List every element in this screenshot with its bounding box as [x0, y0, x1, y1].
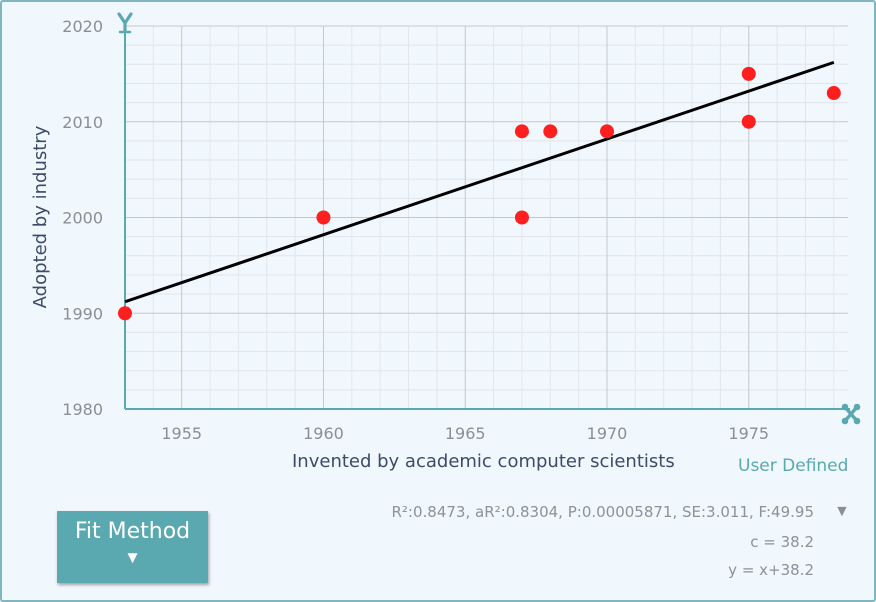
- y-tick-label: 1980: [62, 400, 103, 419]
- data-point: [316, 210, 331, 225]
- fit-method-button[interactable]: Fit Method ▼: [57, 511, 208, 583]
- x-tick-label: 1955: [161, 424, 202, 443]
- data-point: [741, 114, 756, 129]
- x-axis-label: Invented by academic computer scientists: [292, 451, 675, 472]
- y-tick-label: 2000: [62, 209, 103, 228]
- axis-icons: [116, 11, 861, 425]
- y-tick-label: 2010: [62, 113, 103, 132]
- data-point: [741, 66, 756, 81]
- x-tick-label: 1960: [303, 424, 344, 443]
- data-point: [514, 210, 529, 225]
- y-axis-icon[interactable]: [116, 11, 134, 34]
- major-grid: [125, 25, 848, 409]
- x-tick-label: 1975: [728, 424, 769, 443]
- fit-coefficient: c = 38.2: [750, 533, 814, 551]
- y-axis-label: Adopted by industry: [30, 125, 51, 308]
- data-point: [600, 124, 614, 139]
- fit-line-group: [124, 60, 835, 304]
- data-point: [514, 124, 529, 139]
- tick-labels: 1955 1960 1965 1970 1975 1980 1990 2000 2010 2020: [62, 17, 769, 443]
- fit-statistics: R²:0.8473, aR²:0.8304, P:0.00005871, SE:…: [391, 503, 815, 521]
- data-points: [118, 66, 841, 321]
- fit-equation: y = x+38.2: [728, 561, 814, 579]
- stats-toggle-icon[interactable]: ▼: [834, 503, 850, 520]
- data-point: [826, 86, 841, 101]
- fit-method-label: Fit Method: [74, 519, 191, 544]
- fit-line: [124, 60, 835, 304]
- chevron-down-icon: ▼: [124, 548, 141, 567]
- data-point: [118, 306, 132, 321]
- y-tick-label: 1990: [62, 304, 103, 323]
- x-tick-label: 1965: [445, 424, 486, 443]
- data-point: [543, 124, 558, 139]
- user-defined-link[interactable]: User Defined: [738, 456, 849, 476]
- axes: [124, 22, 850, 410]
- x-tick-label: 1970: [587, 424, 628, 443]
- x-axis-icon[interactable]: [841, 403, 861, 425]
- y-tick-label: 2020: [62, 17, 103, 36]
